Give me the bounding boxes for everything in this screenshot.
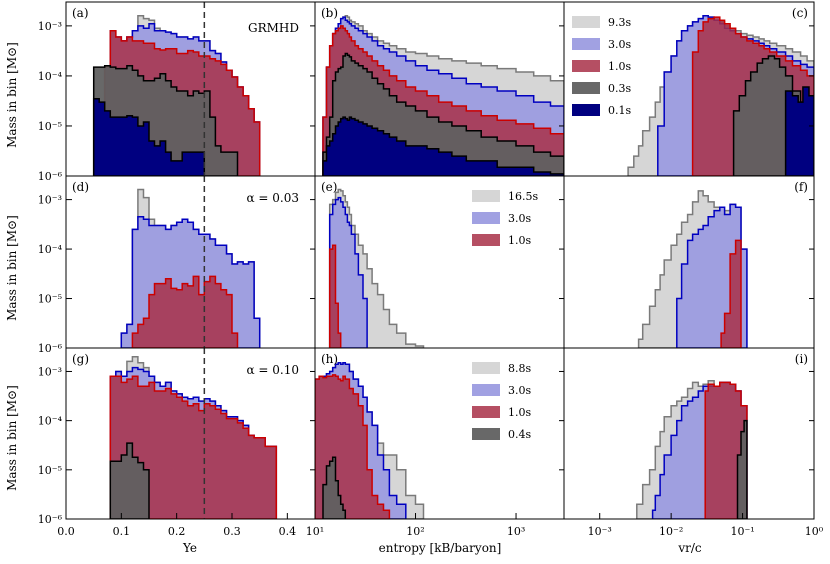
legend-swatch <box>572 82 600 94</box>
ytick-label: 10⁻³ <box>38 20 62 33</box>
panel-annotation: α = 0.10 <box>246 363 299 377</box>
legend-row-1: 9.3s 3.0s 1.0s 0.3s 0.1s <box>572 16 631 117</box>
legend-label: 1.0s <box>508 406 531 419</box>
legend-swatch <box>472 362 500 374</box>
legend-label: 16.5s <box>508 190 538 203</box>
panel-tag: (e) <box>321 180 337 194</box>
legend-row-2: 16.5s 3.0s 1.0s <box>472 190 538 247</box>
ytick-label: 10⁻⁵ <box>38 464 62 477</box>
ytick-label: 10⁻⁴ <box>38 70 63 83</box>
ytick-label: 10⁻³ <box>38 194 62 207</box>
legend-label: 0.4s <box>508 428 531 441</box>
panel-h <box>315 362 425 519</box>
panel-e <box>328 188 425 348</box>
legend-label: 3.0s <box>608 38 631 51</box>
legend-label: 1.0s <box>608 60 631 73</box>
panel-tag: (c) <box>792 6 808 20</box>
hist-g-0.4s <box>109 442 150 519</box>
panel-a <box>92 2 261 176</box>
xtick-label: 10¹ <box>306 525 324 538</box>
panel-tag: (a) <box>72 6 89 20</box>
legend-swatch <box>572 16 600 28</box>
panel-tag: (g) <box>72 352 89 366</box>
panel-d <box>120 176 261 348</box>
xtick-label: 10⁰ <box>805 525 824 538</box>
legend-label: 9.3s <box>608 16 631 29</box>
hist-c-0.1s <box>784 86 814 176</box>
hist-d-1.0s <box>131 275 239 348</box>
xtick-label: 0.3 <box>223 525 241 538</box>
legend-swatch <box>572 38 600 50</box>
xtick-label: 10⁻² <box>659 525 683 538</box>
xlabel-entropy: entropy [kB/baryon] <box>379 541 502 555</box>
legend-swatch <box>572 60 600 72</box>
hist-a-0.1s <box>92 97 206 176</box>
xtick-label: 0.1 <box>113 525 131 538</box>
xtick-label: 0.4 <box>279 525 297 538</box>
ytick-label: 10⁻³ <box>38 365 62 378</box>
xtick-label: 10⁻³ <box>588 525 612 538</box>
xtick-label: 0.0 <box>57 525 75 538</box>
xtick-label: 0.2 <box>168 525 186 538</box>
ytick-label: 10⁻⁴ <box>38 415 63 428</box>
hist-e-1.0s <box>328 244 342 348</box>
legend-swatch <box>472 428 500 440</box>
xtick-label: 10³ <box>507 525 525 538</box>
legend-label: 3.0s <box>508 212 531 225</box>
ytick-label: 10⁻⁶ <box>38 342 63 355</box>
panel-tag: (h) <box>321 352 338 366</box>
ytick-label: 10⁻⁴ <box>38 243 63 256</box>
hist-g-1.0s <box>109 375 278 519</box>
legend-label: 0.1s <box>608 104 631 117</box>
legend-label: 1.0s <box>508 234 531 247</box>
ylabel-row-3: Mass in bin [M⊙] <box>5 385 19 491</box>
panel-frame <box>563 347 815 520</box>
legend-swatch <box>572 104 600 116</box>
hist-i-1.0s <box>704 381 748 519</box>
panel-tag: (d) <box>72 180 89 194</box>
hist-b-0.1s <box>322 116 564 176</box>
panels-layer: (a) GRMHD 10⁻⁶ 10⁻⁵ 10⁻⁴ 10⁻³ (b) (c) (d) α = 0.0… <box>38 1 824 538</box>
panel-annotation: GRMHD <box>248 21 299 35</box>
panel-annotation: α = 0.03 <box>246 191 299 205</box>
ytick-label: 10⁻⁵ <box>38 120 62 133</box>
legend-swatch <box>472 406 500 418</box>
panel-c <box>627 14 814 176</box>
legend-swatch <box>472 212 500 224</box>
panel-tag: (i) <box>795 352 808 366</box>
ytick-label: 10⁻⁶ <box>38 513 63 526</box>
legend-swatch <box>472 190 500 202</box>
legend-swatch <box>472 384 500 396</box>
panel-tag: (b) <box>321 6 338 20</box>
xlabel-ye: Ye <box>182 541 197 555</box>
hist-i-0.4s <box>736 419 748 519</box>
legend-label: 3.0s <box>508 384 531 397</box>
ytick-label: 10⁻⁶ <box>38 170 63 183</box>
ylabel-row-2: Mass in bin [M⊙] <box>5 215 19 321</box>
ylabel-row-1: Mass in bin [M⊙] <box>5 42 19 148</box>
ytick-label: 10⁻⁵ <box>38 293 62 306</box>
panel-f <box>637 190 748 348</box>
legend-label: 8.8s <box>508 362 531 375</box>
xlabel-velocity: vr/c <box>677 541 702 555</box>
legend-swatch <box>472 234 500 246</box>
hist-e-3.0s <box>328 196 368 348</box>
panel-tag: (f) <box>794 180 808 194</box>
legend-row-3: 8.8s 3.0s 1.0s 0.4s <box>472 362 531 441</box>
hist-h-0.4s <box>322 456 347 519</box>
panel-b <box>322 14 564 176</box>
xtick-label: 10² <box>406 525 424 538</box>
panel-g <box>109 348 278 519</box>
xtick-label: 10⁻¹ <box>730 525 754 538</box>
hist-f-1.0s <box>720 239 742 348</box>
legend-label: 0.3s <box>608 82 631 95</box>
panel-i <box>636 379 748 519</box>
